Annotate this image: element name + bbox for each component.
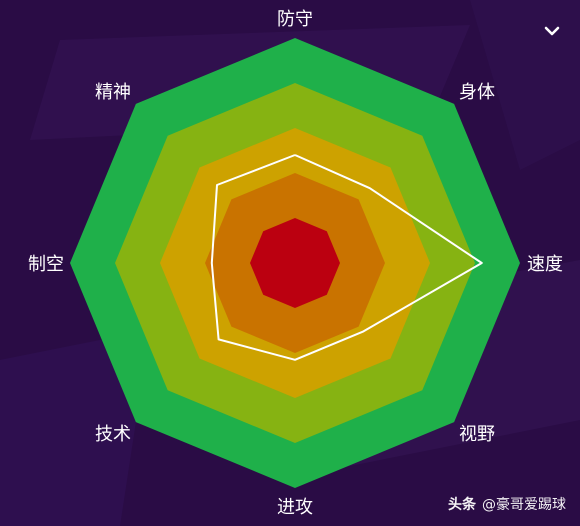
rating-ring-5 [250,218,340,308]
axis-label-left: 制空 [28,254,64,275]
axis-label-top: 防守 [277,9,313,30]
watermark: 头条 @豪哥爱踢球 [448,496,566,514]
rating-rings [70,38,520,488]
player-profile-polygon [210,154,483,361]
axis-label-bottom: 进攻 [277,497,313,518]
axis-label-bottom-left: 技术 [95,424,131,445]
axis-label-top-left: 精神 [95,82,131,103]
watermark-brand: 头条 [448,497,476,513]
axis-label-right: 速度 [527,254,563,275]
watermark-handle: @豪哥爱踢球 [482,497,566,513]
axis-label-top-right: 身体 [459,82,495,103]
axis-label-bottom-right: 视野 [459,424,495,445]
collapse-button[interactable] [538,18,566,44]
chevron-down-icon [544,26,560,36]
